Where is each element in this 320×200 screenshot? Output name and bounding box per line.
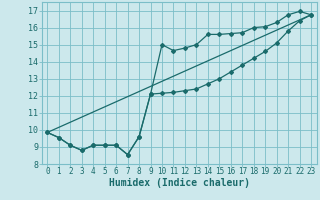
X-axis label: Humidex (Indice chaleur): Humidex (Indice chaleur) xyxy=(109,178,250,188)
